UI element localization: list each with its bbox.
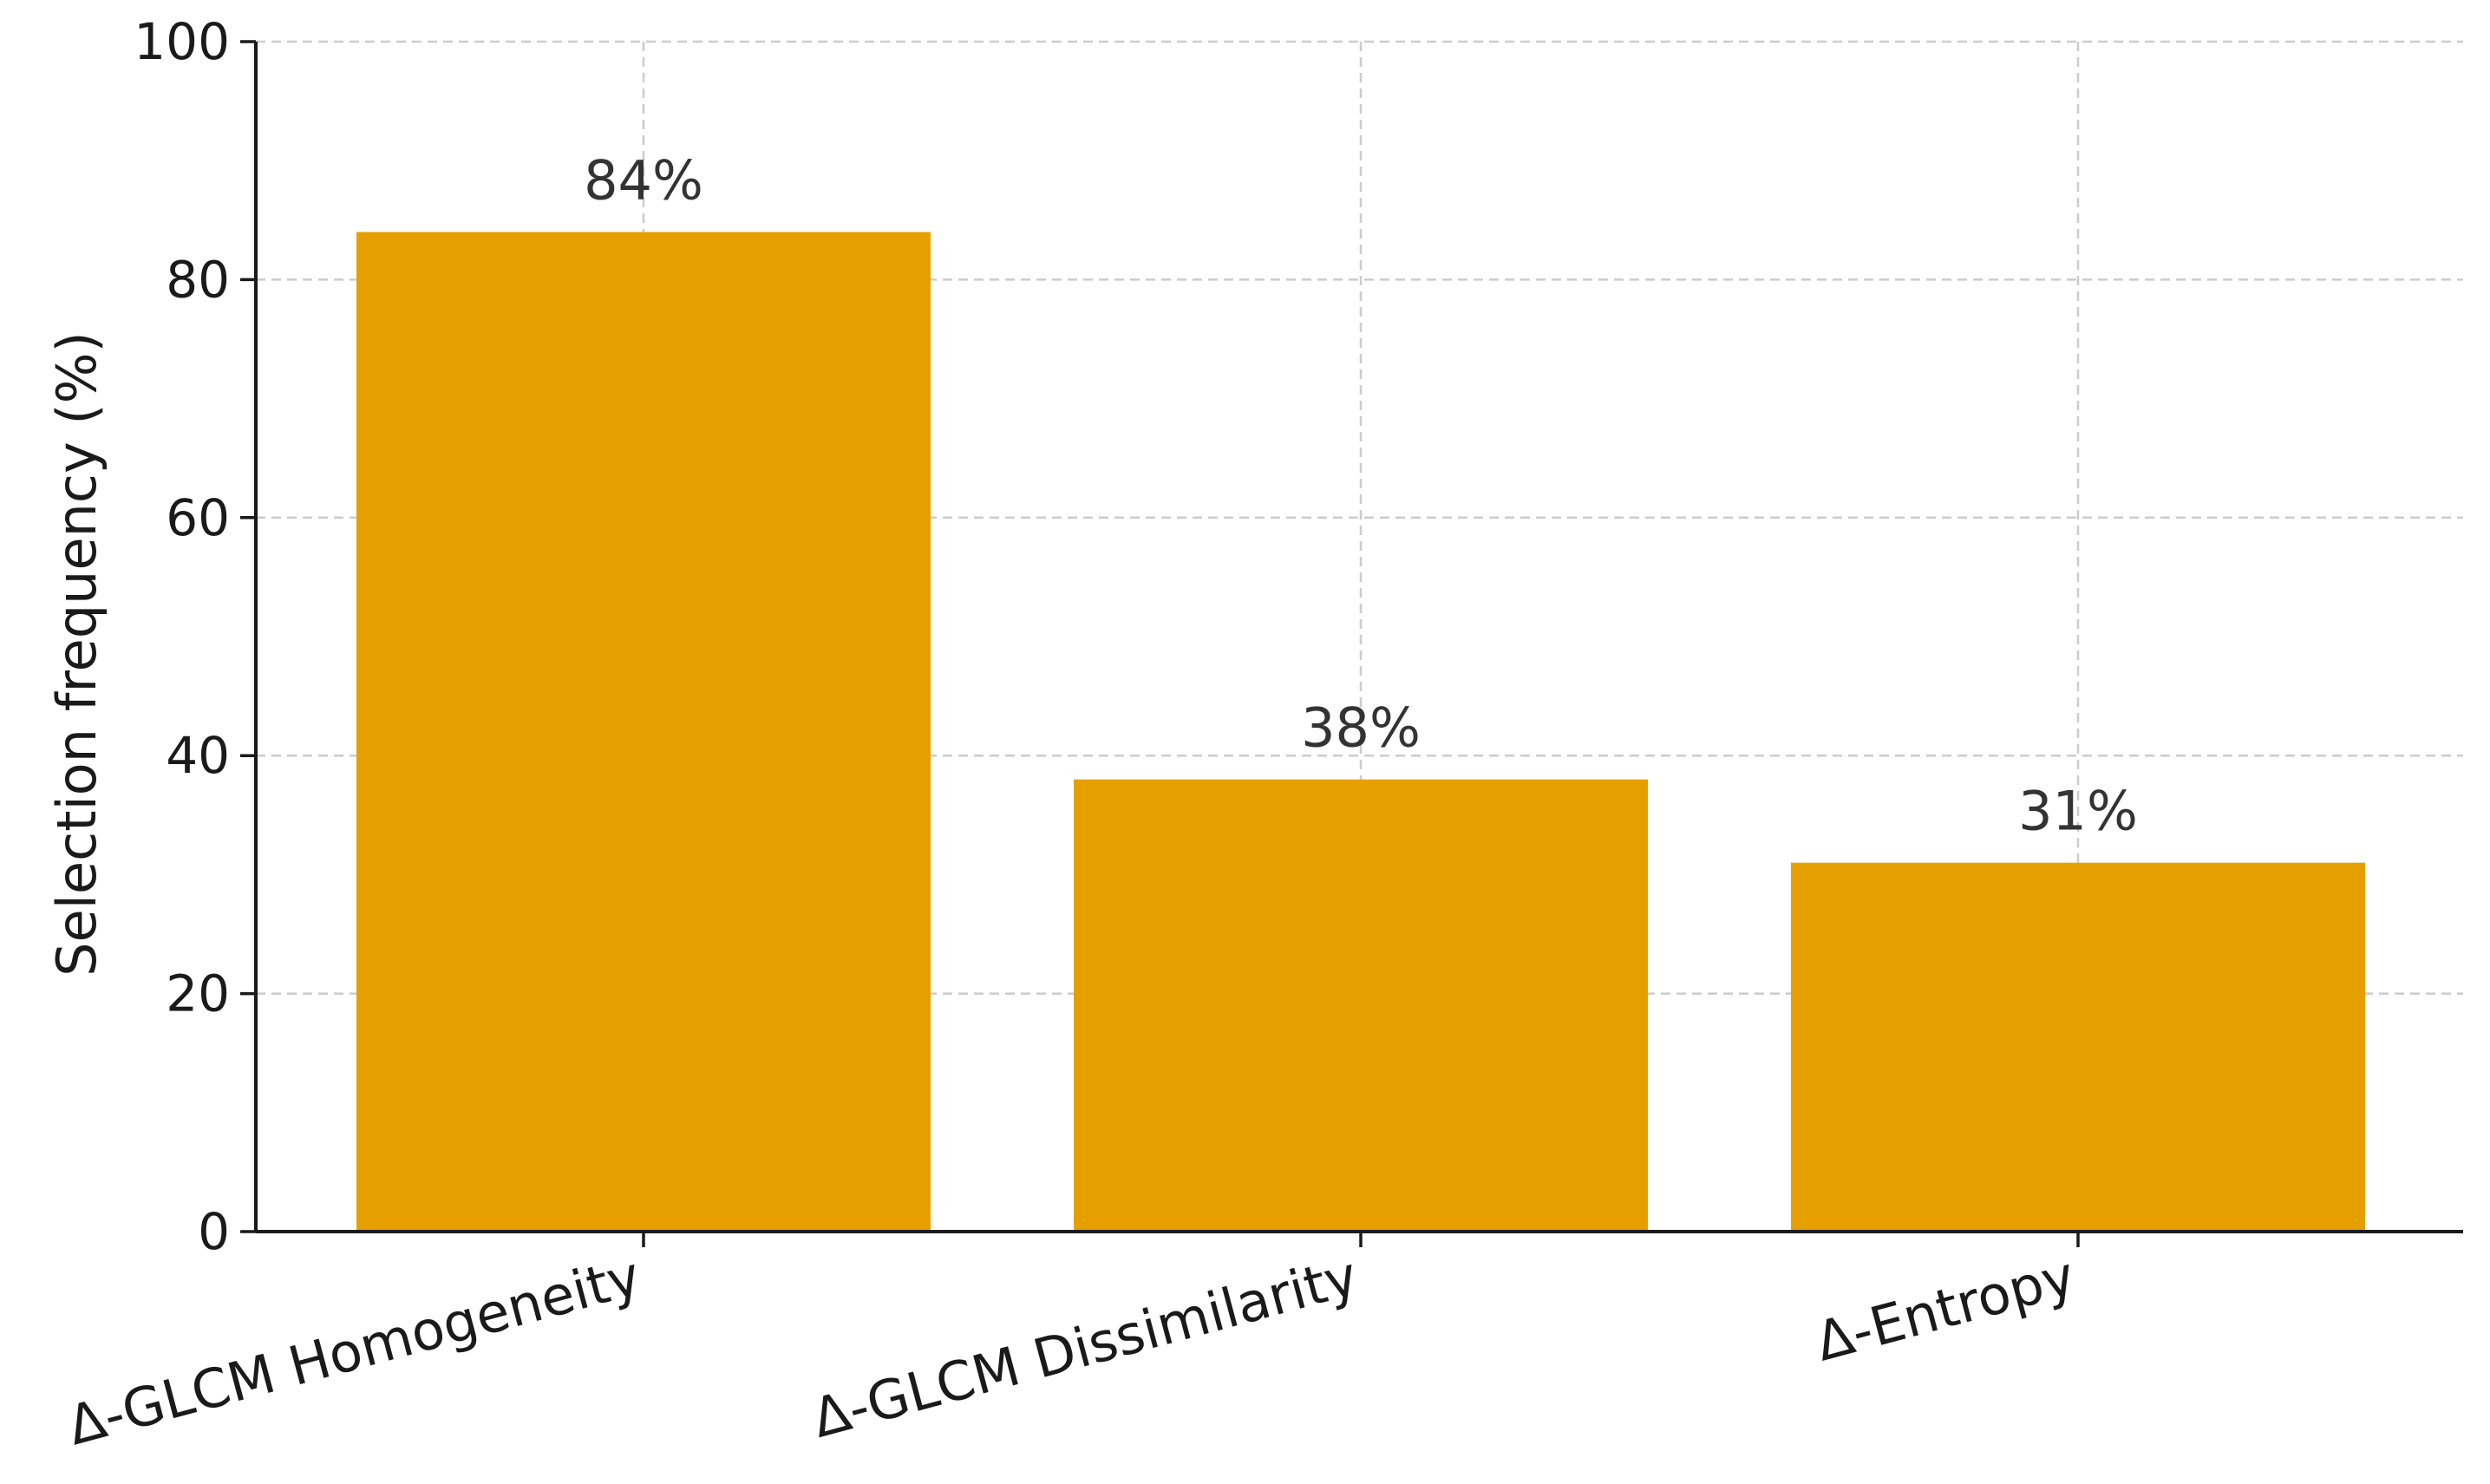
x-category-label: Δ-Entropy: [1809, 1244, 2082, 1374]
y-tick-label: 80: [166, 250, 230, 309]
y-tick-label: 40: [166, 726, 230, 785]
bar-value-label: 84%: [584, 149, 703, 212]
bar-value-label: 38%: [1301, 696, 1421, 760]
y-tick-label: 60: [166, 488, 230, 547]
axes-layer: [240, 40, 2463, 1247]
y-tick-label: 100: [134, 12, 230, 71]
bars-layer: [356, 232, 2365, 1232]
bar: [356, 232, 931, 1232]
bar-value-label: 31%: [2018, 780, 2138, 843]
y-axis-title: Selection frequency (%): [45, 331, 108, 976]
x-category-label: Δ-GLCM Dissimilarity: [806, 1244, 1364, 1450]
x-category-label: Δ-GLCM Homogeneity: [61, 1244, 647, 1457]
y-tick-label: 20: [166, 964, 230, 1023]
bar: [1791, 862, 2365, 1232]
y-tick-label: 0: [198, 1202, 230, 1261]
bar: [1074, 779, 1648, 1232]
